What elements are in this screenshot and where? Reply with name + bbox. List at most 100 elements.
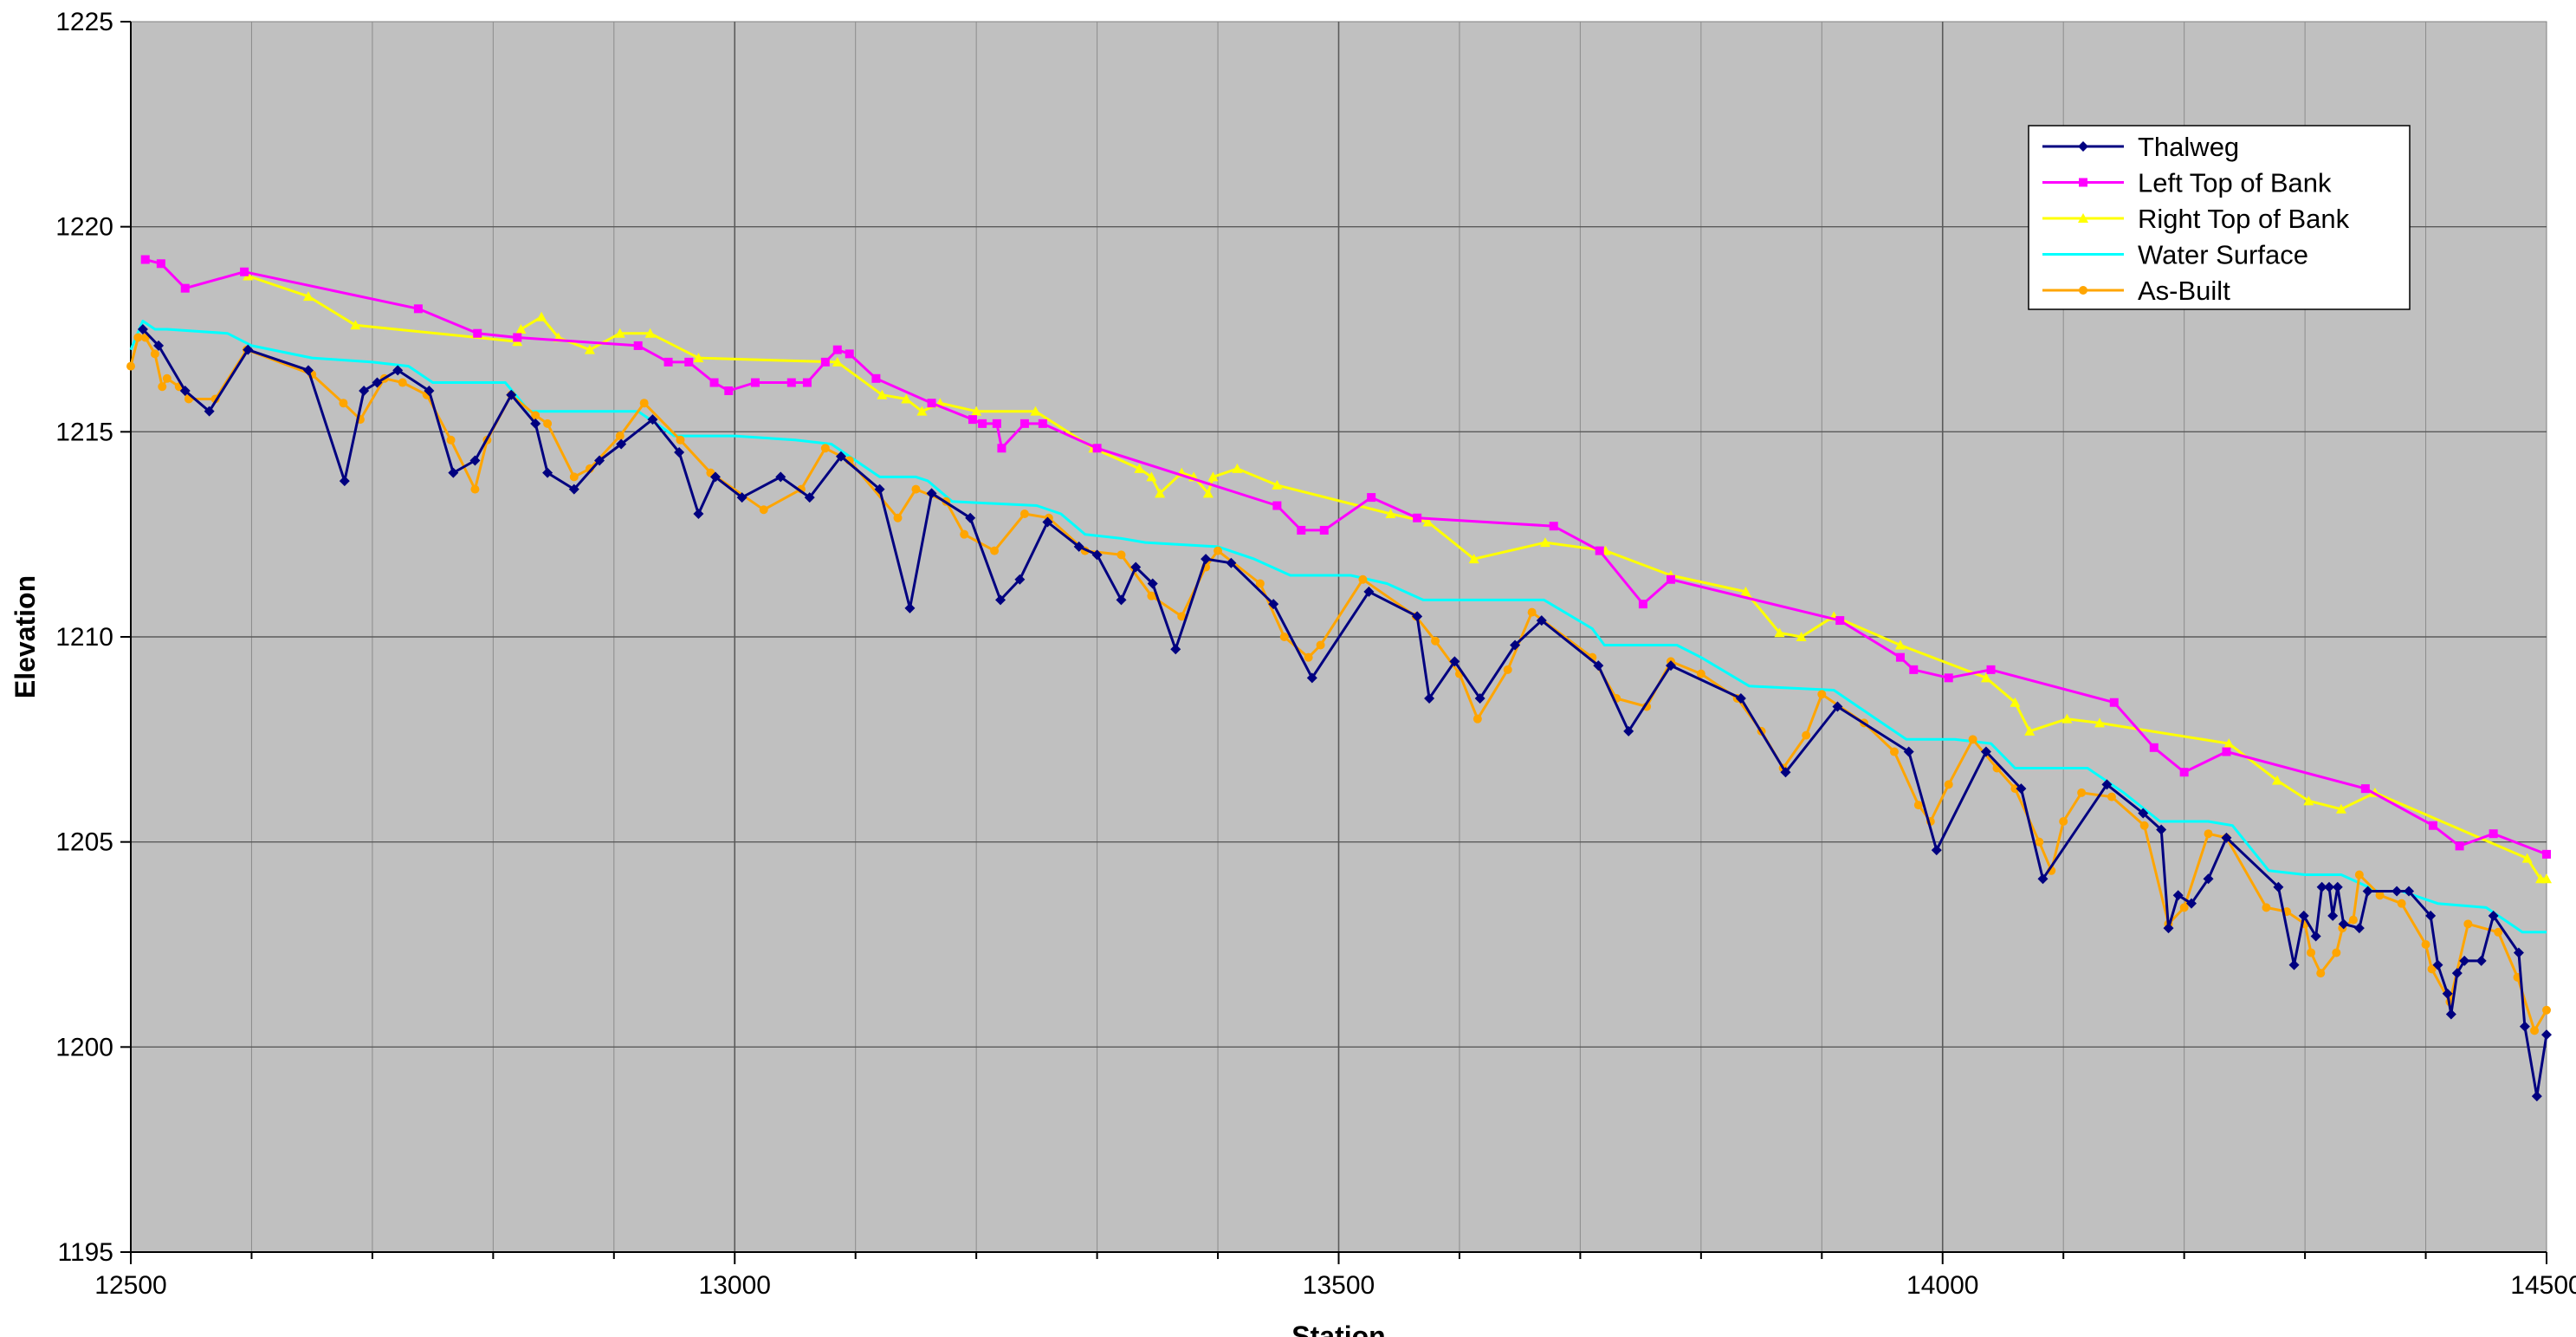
thalweg-point bbox=[1091, 549, 1103, 561]
left-top-of-bank-point bbox=[1272, 501, 1282, 510]
as-built-point bbox=[2348, 915, 2358, 925]
as-built-point bbox=[1431, 636, 1440, 646]
thalweg-point bbox=[835, 451, 846, 462]
as-built-point bbox=[2262, 903, 2271, 912]
right-top-of-bank-point bbox=[614, 328, 625, 338]
as-built-point bbox=[759, 505, 768, 515]
as-built-point bbox=[1255, 579, 1265, 588]
right-top-of-bank-point bbox=[644, 328, 656, 338]
as-built-point bbox=[446, 435, 456, 445]
thalweg-point bbox=[1147, 578, 1158, 589]
legend-label: Thalweg bbox=[2138, 132, 2239, 162]
thalweg-point bbox=[1735, 693, 1746, 704]
right-top-of-bank-point bbox=[350, 320, 361, 330]
thalweg-point bbox=[709, 471, 721, 483]
thalweg-point bbox=[965, 512, 976, 523]
right-top-of-bank-point bbox=[1539, 537, 1550, 548]
legend-item-left-top-of-bank: Left Top of Bank bbox=[2042, 168, 2332, 198]
right-top-of-bank-point bbox=[1980, 672, 1991, 683]
right-top-of-bank-point bbox=[302, 291, 314, 302]
thalweg-point bbox=[179, 386, 191, 396]
thalweg-point bbox=[359, 386, 370, 396]
as-built-point bbox=[1472, 714, 1482, 724]
thalweg-point bbox=[424, 386, 435, 396]
thalweg-point bbox=[904, 602, 916, 613]
as-built-point bbox=[639, 399, 649, 408]
left-top-of-bank-point bbox=[1413, 513, 1422, 522]
as-built-point bbox=[1147, 591, 1156, 600]
thalweg-point bbox=[372, 377, 383, 388]
right-top-of-bank-point bbox=[536, 311, 547, 321]
as-built-point bbox=[2204, 829, 2213, 839]
thalweg-point bbox=[1130, 561, 1142, 573]
legend-label: Water Surface bbox=[2138, 240, 2308, 270]
thalweg-point bbox=[302, 365, 314, 376]
left-top-of-bank-point bbox=[978, 419, 987, 428]
thalweg-point bbox=[392, 365, 404, 376]
as-built-point bbox=[1817, 690, 1827, 699]
as-built-point bbox=[2463, 919, 2473, 929]
y-tick-label: 1205 bbox=[55, 828, 113, 857]
thalweg-point bbox=[448, 467, 459, 478]
legend-item-as-built: As-Built bbox=[2042, 276, 2230, 306]
thalweg-point bbox=[568, 484, 579, 495]
thalweg-point bbox=[542, 467, 553, 478]
right-top-of-bank-point bbox=[1468, 554, 1479, 564]
as-built-point bbox=[1968, 735, 1977, 744]
left-top-of-bank-point bbox=[2109, 698, 2119, 707]
left-top-of-bank-point bbox=[724, 386, 734, 395]
right-top-of-bank-point bbox=[1740, 586, 1751, 596]
y-tick-label: 1215 bbox=[55, 418, 113, 446]
left-top-of-bank-point bbox=[2149, 743, 2159, 752]
right-top-of-bank-point bbox=[1207, 471, 1219, 482]
thalweg-point bbox=[674, 447, 685, 458]
right-top-of-bank-point bbox=[832, 356, 843, 367]
legend-label: Left Top of Bank bbox=[2138, 168, 2332, 198]
left-top-of-bank-point bbox=[786, 378, 796, 387]
as-built-point bbox=[2035, 837, 2044, 847]
series-lines bbox=[126, 255, 2552, 1102]
legend-marker bbox=[2078, 213, 2088, 223]
left-top-of-bank-point bbox=[845, 349, 854, 359]
left-top-of-bank-point bbox=[1092, 444, 1102, 453]
thalweg-point bbox=[874, 484, 885, 495]
thalweg-point bbox=[2488, 910, 2499, 921]
axes: 1195 1200 1205 1210 1215 1220 1225 12500 13000 13… bbox=[55, 8, 2576, 1300]
left-top-of-bank-point bbox=[1549, 522, 1558, 531]
series-water-surface bbox=[129, 320, 2547, 934]
thalweg-point bbox=[1903, 746, 1914, 757]
left-top-of-bank-point bbox=[2222, 747, 2231, 756]
x-tick-label: 12500 bbox=[94, 1271, 166, 1300]
thalweg-point bbox=[736, 492, 748, 503]
left-top-of-bank-point bbox=[2489, 829, 2498, 839]
thalweg-point bbox=[1170, 644, 1181, 655]
thalweg-point bbox=[594, 455, 605, 466]
thalweg-point bbox=[2037, 873, 2049, 885]
right-top-of-bank-point bbox=[2010, 697, 2021, 707]
y-tick-label: 1220 bbox=[55, 213, 113, 242]
thalweg-point bbox=[2203, 873, 2214, 885]
as-built-point bbox=[1177, 612, 1187, 621]
right-top-of-bank-point bbox=[2303, 795, 2314, 806]
as-built-point bbox=[1944, 780, 1953, 789]
as-built-point bbox=[615, 432, 625, 441]
left-top-of-bank-point bbox=[1019, 419, 1029, 428]
thalweg-point bbox=[1412, 611, 1423, 622]
legend-label: As-Built bbox=[2138, 276, 2230, 306]
right-top-of-bank-point bbox=[2024, 725, 2036, 736]
thalweg-point bbox=[2273, 881, 2284, 892]
left-top-of-bank-point bbox=[927, 399, 936, 408]
left-top-of-bank-point bbox=[1666, 574, 1675, 584]
thalweg-point bbox=[2138, 808, 2149, 819]
right-top-of-bank-point bbox=[2061, 713, 2073, 724]
left-top-of-bank-point bbox=[473, 328, 482, 338]
thalweg-point bbox=[2476, 955, 2487, 966]
thalweg-point bbox=[2163, 923, 2174, 934]
left-top-of-bank-point bbox=[802, 378, 812, 387]
right-top-of-bank-point bbox=[1774, 627, 1785, 638]
right-top-of-bank-point bbox=[2541, 873, 2552, 884]
left-top-of-bank-point bbox=[1638, 600, 1647, 609]
as-built-point bbox=[531, 411, 540, 420]
thalweg-point bbox=[2101, 779, 2113, 790]
right-top-of-bank-point bbox=[1385, 509, 1396, 518]
